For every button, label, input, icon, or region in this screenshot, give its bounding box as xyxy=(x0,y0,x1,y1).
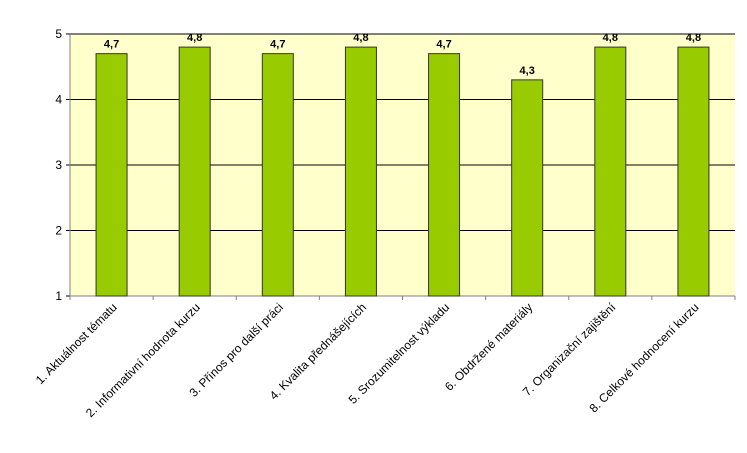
bar xyxy=(677,46,710,297)
x-tick-label: 3. Přínos pro další práci xyxy=(186,300,286,400)
y-tick-label: 2 xyxy=(55,224,62,238)
bar xyxy=(261,53,294,297)
data-label: 4,7 xyxy=(436,39,451,51)
y-tick-label: 4 xyxy=(55,93,62,107)
data-label: 4,8 xyxy=(686,32,701,44)
bar xyxy=(344,46,377,297)
data-label: 4,3 xyxy=(520,65,535,77)
bar xyxy=(594,46,627,297)
data-label: 4,8 xyxy=(187,32,202,44)
data-label: 4,8 xyxy=(603,32,618,44)
x-tick-label: 6. Obdržené materiály xyxy=(442,300,535,393)
y-tick-label: 5 xyxy=(55,27,62,41)
y-tick-label: 1 xyxy=(55,289,62,303)
x-tick-label: 1. Aktuálnost tématu xyxy=(33,300,120,387)
bar xyxy=(178,46,211,297)
x-tick-label: 4. Kvalita přednášejících xyxy=(267,300,369,402)
data-label: 4,7 xyxy=(104,39,119,51)
data-label: 4,8 xyxy=(353,32,368,44)
bar xyxy=(511,79,544,297)
bar xyxy=(428,53,461,297)
y-tick-label: 3 xyxy=(55,158,62,172)
bar xyxy=(95,53,128,297)
x-tick-label: 7. Organizační zajištění xyxy=(520,300,619,399)
data-label: 4,7 xyxy=(270,39,285,51)
